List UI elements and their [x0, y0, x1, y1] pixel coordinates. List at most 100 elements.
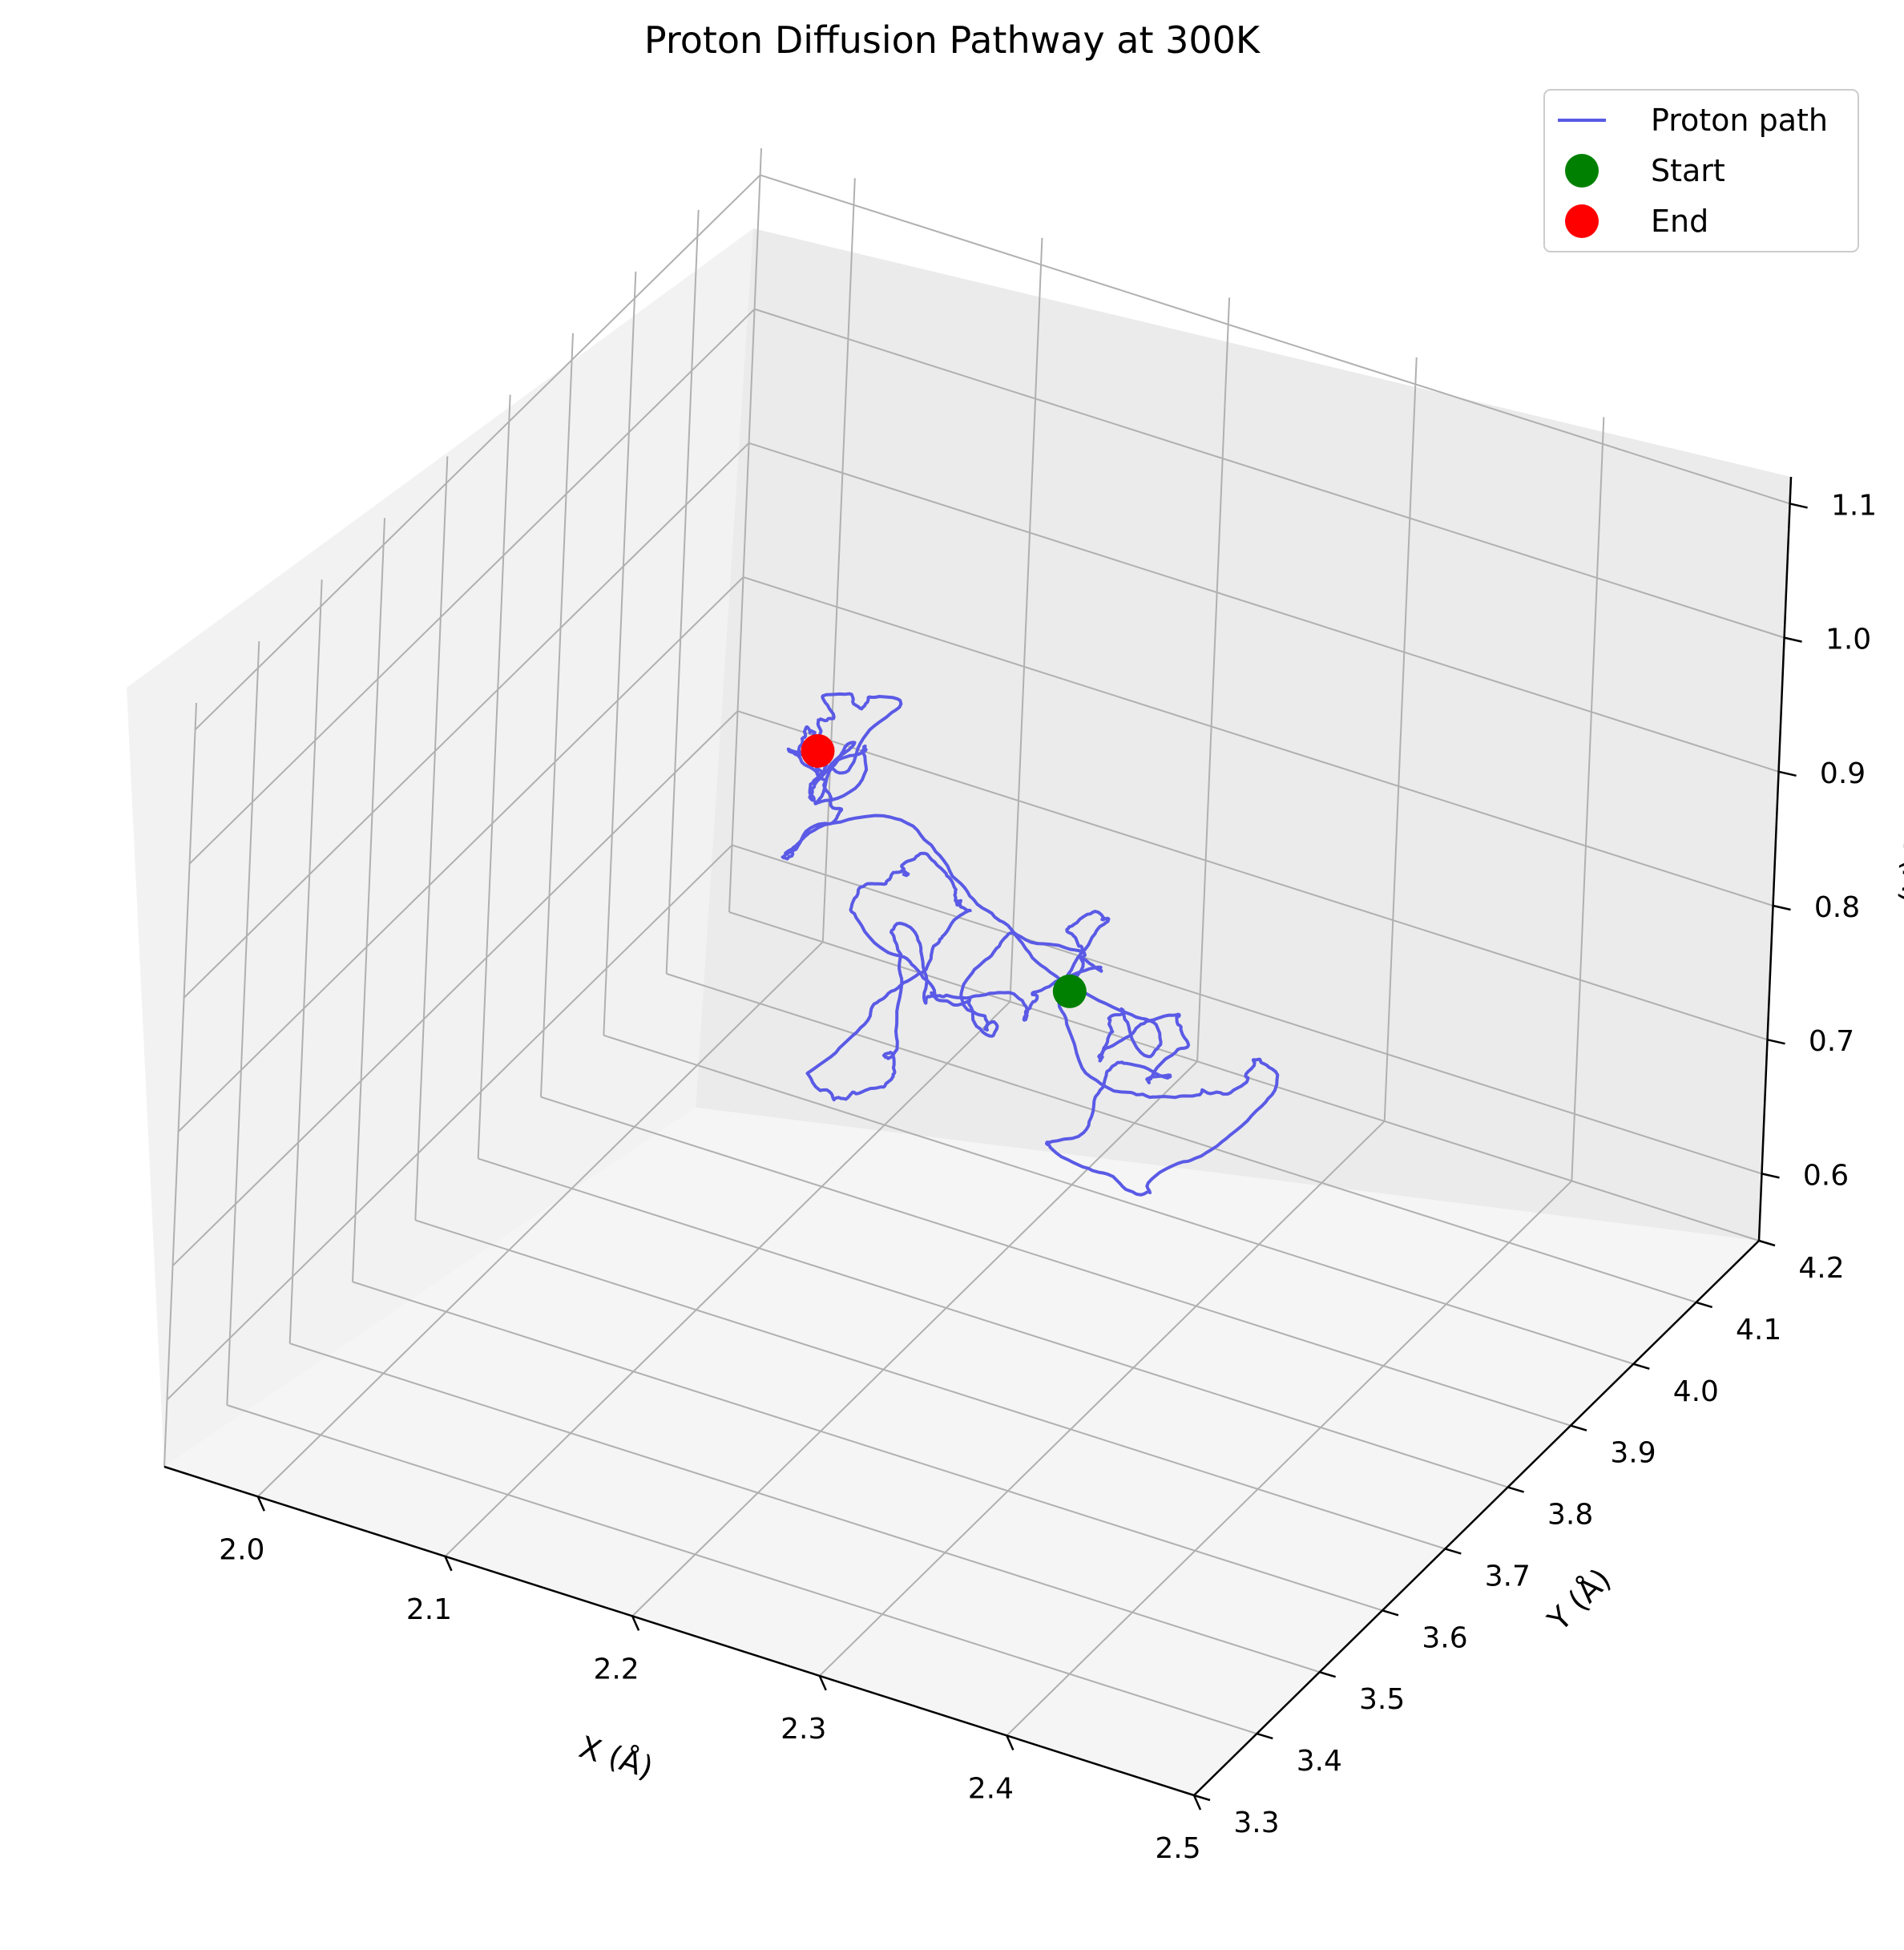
- legend-box: [1543, 89, 1859, 252]
- legend-label-end: End: [1651, 204, 1708, 239]
- proton-path-line: [781, 692, 1280, 1197]
- z-gridline-left: [188, 308, 756, 865]
- x-gridline-back: [1009, 237, 1043, 1002]
- y-tick-mark: [1319, 1671, 1337, 1678]
- x-tick-mark: [444, 1556, 453, 1572]
- z-tick-label: 0.6: [1803, 1159, 1849, 1192]
- y-gridline-floor: [415, 1219, 1446, 1550]
- y-tick-label: 4.0: [1673, 1375, 1719, 1408]
- x-tick-label: 2.3: [781, 1713, 826, 1746]
- x-tick-mark: [631, 1615, 640, 1631]
- y-axis-title: Y (Å): [1540, 1561, 1617, 1638]
- floor-pane: [164, 1108, 1759, 1795]
- z-gridline-back: [748, 442, 1779, 773]
- z-tick-label: 1.0: [1825, 624, 1871, 656]
- z-tick-mark: [1778, 770, 1797, 777]
- y-gridline-floor: [666, 972, 1696, 1303]
- y-tick-label: 3.6: [1422, 1621, 1467, 1654]
- z-tick-mark: [1784, 636, 1802, 643]
- x-gridline-floor: [819, 1120, 1386, 1677]
- z-gridline-left: [171, 710, 739, 1266]
- tick-labels: 2.0 2.1 2.2 2.3 2.4 2.5 3.3 3.4 3.5 3.6 3.7 3.8 3.9 4…: [219, 489, 1877, 1865]
- z-gridline-left: [177, 576, 744, 1132]
- x-axis-title: X (Å): [575, 1729, 658, 1785]
- y-tick-mark: [1570, 1424, 1587, 1431]
- y-gridline-left: [414, 456, 449, 1221]
- x-gridline-floor: [257, 941, 824, 1497]
- x-tick-label: 2.4: [968, 1772, 1014, 1805]
- z-tick-label: 1.1: [1831, 489, 1877, 522]
- y-tick-mark: [1382, 1609, 1399, 1617]
- x-tick-label: 2.5: [1155, 1832, 1200, 1865]
- y-tick-label: 4.2: [1798, 1252, 1844, 1285]
- y-tick-mark: [1632, 1363, 1650, 1370]
- x-gridline-back: [821, 178, 856, 943]
- y-axis-line: [1193, 1240, 1760, 1796]
- y-tick-label: 3.9: [1610, 1437, 1656, 1470]
- x-tick-label: 2.2: [593, 1653, 639, 1686]
- y-gridline-floor: [603, 1034, 1634, 1365]
- y-tick-mark: [1758, 1239, 1776, 1247]
- x-tick-label: 2.0: [219, 1533, 264, 1566]
- x-axis-line: [163, 1465, 1195, 1797]
- y-tick-label: 3.5: [1359, 1683, 1405, 1716]
- z-gridline-left: [166, 844, 733, 1401]
- y-gridline-floor: [728, 911, 1760, 1241]
- y-tick-mark: [1507, 1486, 1525, 1493]
- y-gridline-left: [477, 394, 511, 1159]
- z-axis-line: [1757, 476, 1793, 1241]
- x-gridline-back: [1196, 297, 1231, 1062]
- x-gridline-back: [1383, 357, 1418, 1121]
- z-gridline-left: [194, 174, 761, 731]
- z-gridline-back: [760, 174, 1790, 505]
- y-tick-label: 4.1: [1736, 1314, 1781, 1346]
- y-gridline-floor: [540, 1096, 1571, 1427]
- y-tick-mark: [1444, 1548, 1462, 1555]
- x-gridline-floor: [1006, 1180, 1573, 1737]
- y-tick-label: 3.8: [1547, 1499, 1593, 1532]
- legend: Proton path Start End: [1543, 89, 1859, 252]
- start-marker: [1052, 974, 1087, 1008]
- legend-label-start: Start: [1651, 153, 1725, 188]
- tick-marks: [256, 503, 1808, 1811]
- y-gridline-left: [540, 333, 574, 1097]
- x-gridline-floor: [631, 1060, 1198, 1617]
- z-tick-mark: [1761, 1173, 1780, 1179]
- y-tick-mark: [1193, 1794, 1211, 1802]
- y-gridline-floor: [227, 1404, 1257, 1735]
- end-marker: [801, 733, 835, 768]
- x-gridline-back: [1571, 417, 1605, 1181]
- y-gridline-floor: [478, 1157, 1508, 1488]
- y-gridline-left: [352, 518, 385, 1282]
- z-tick-label: 0.9: [1820, 757, 1866, 790]
- x-tick-label: 2.1: [406, 1593, 452, 1626]
- z-gridline-back: [743, 576, 1773, 906]
- y-gridline-left: [665, 209, 700, 974]
- x-gridline-floor: [444, 1001, 1011, 1557]
- x-tick-mark: [1192, 1795, 1202, 1811]
- z-gridline-back: [737, 710, 1768, 1041]
- legend-label-path: Proton path: [1651, 103, 1828, 138]
- y-tick-label: 3.3: [1233, 1807, 1279, 1839]
- y-gridline-left: [603, 271, 637, 1036]
- z-tick-label: 0.7: [1809, 1025, 1854, 1058]
- y-gridline-left: [288, 579, 323, 1344]
- y-tick-mark: [1256, 1732, 1273, 1740]
- y-gridline-floor: [289, 1342, 1320, 1673]
- back-pane: [696, 228, 1791, 1241]
- y-gridline-left: [163, 702, 197, 1468]
- x-tick-mark: [1006, 1734, 1015, 1750]
- y-gridline-left: [226, 641, 260, 1406]
- z-tick-mark: [1767, 1038, 1785, 1045]
- z-gridline-back: [732, 844, 1762, 1175]
- x-tick-mark: [256, 1496, 265, 1512]
- y-gridline-floor: [352, 1281, 1383, 1612]
- y-gridline-left: [728, 147, 762, 913]
- z-gridline-back: [754, 308, 1785, 639]
- z-tick-mark: [1789, 503, 1808, 509]
- legend-start-swatch: [1565, 154, 1599, 188]
- y-tick-label: 3.7: [1485, 1560, 1531, 1593]
- legend-end-swatch: [1565, 204, 1599, 238]
- chart-title: Proton Diffusion Pathway at 300K: [644, 18, 1261, 62]
